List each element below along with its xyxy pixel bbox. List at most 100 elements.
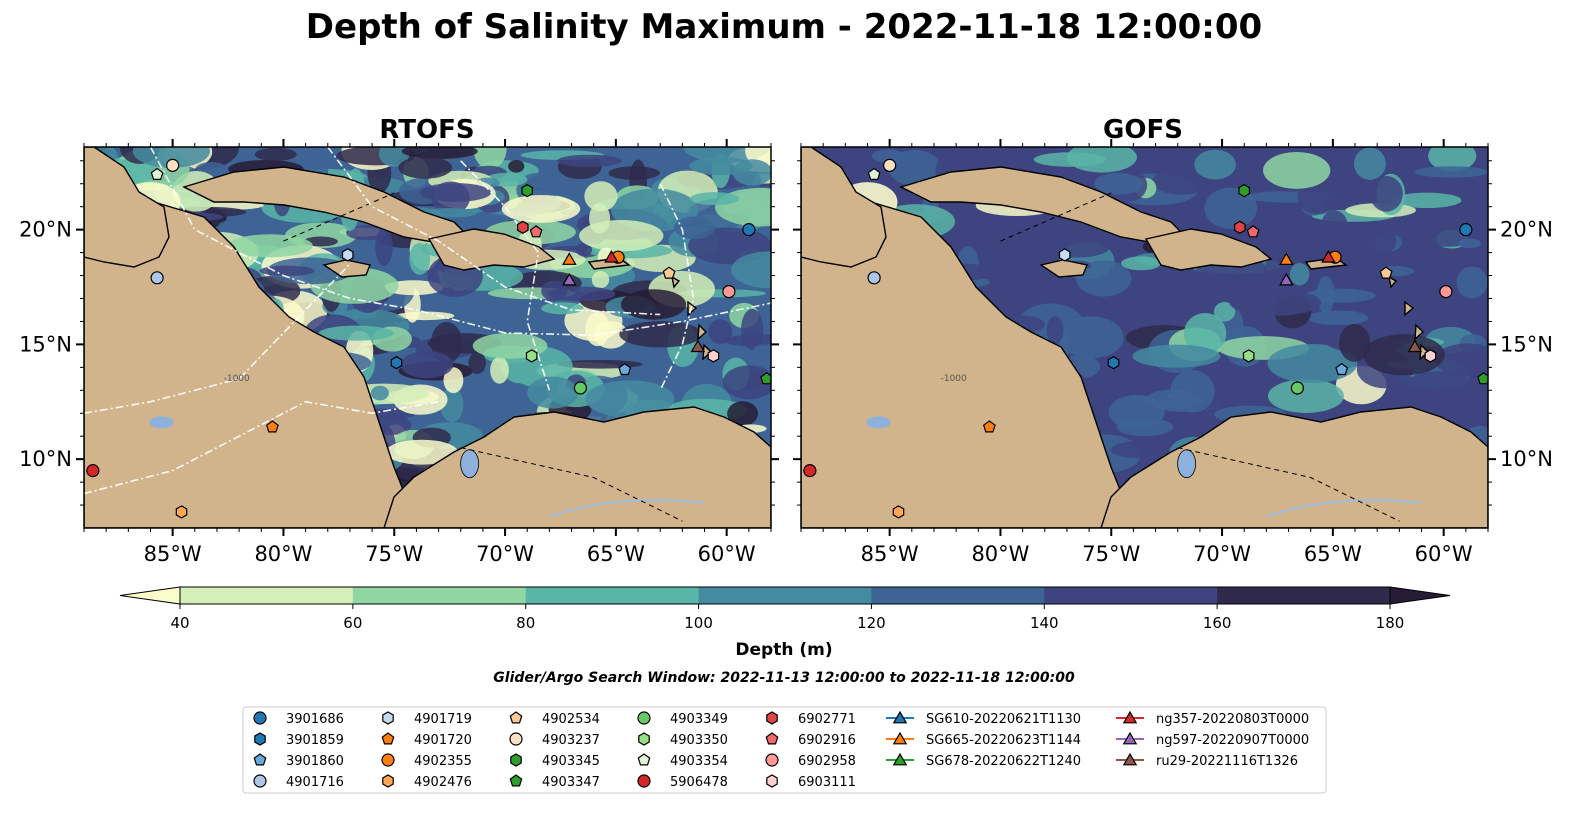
marker-4903354	[150, 167, 164, 180]
marker-ru29-20221116T1326	[1407, 339, 1423, 353]
field-patch	[1204, 187, 1257, 229]
contour-label: -1000	[941, 374, 967, 384]
marker-6903111	[707, 349, 720, 363]
legend: 3901686 3901859 3901860 4901716 4901719 49017…	[253, 710, 1309, 790]
field-patch	[1321, 210, 1348, 240]
field-patch	[383, 280, 444, 296]
lon-tick-label: 85°W	[144, 542, 202, 566]
track-line	[327, 147, 661, 316]
field-patch	[1110, 441, 1168, 459]
field-patch	[1392, 192, 1462, 209]
field-patch	[1267, 379, 1345, 413]
figure-title: Depth of Salinity Maximum - 2022-11-18 1…	[306, 7, 1262, 47]
border-line	[1000, 192, 1400, 522]
marker-4903354	[867, 167, 881, 180]
field-patch	[227, 234, 313, 258]
marker-6902771	[516, 220, 529, 234]
legend-marker	[253, 753, 267, 766]
field-patch	[1058, 316, 1124, 359]
field-patch	[378, 147, 410, 167]
lake-nicaragua	[149, 416, 174, 429]
track-line	[460, 160, 551, 391]
marker-4903345	[1238, 183, 1251, 198]
field-patch	[1145, 389, 1202, 410]
lat-tick-label: 15°N	[19, 332, 72, 356]
legend-marker	[766, 711, 778, 725]
marker-4903350	[525, 349, 538, 363]
colorbar-frame	[179, 586, 1391, 605]
marker-4901719	[1058, 248, 1071, 262]
field-patch	[346, 225, 388, 241]
field-patch	[673, 216, 716, 240]
field-patch	[1356, 253, 1388, 296]
field-patch	[254, 147, 297, 162]
field-patch	[1414, 166, 1488, 178]
legend-marker	[765, 732, 779, 745]
field-patch	[689, 192, 740, 206]
field-patch	[443, 367, 464, 394]
legend-marker	[381, 732, 395, 745]
lat-tick-label: 10°N	[19, 447, 72, 471]
field-patch	[1229, 289, 1322, 316]
marker-4901716	[150, 271, 164, 285]
marker-6902958	[1439, 284, 1453, 299]
field-patch	[1001, 154, 1029, 165]
colorbar-segment	[180, 587, 354, 604]
marker-3901860	[1335, 362, 1349, 376]
lon-tick-label: 75°W	[365, 542, 423, 566]
field-patch	[620, 289, 687, 320]
field-patch	[1353, 147, 1386, 180]
colorbar-tick-label: 140	[1030, 614, 1059, 632]
panel-title-rtofs: RTOFS	[379, 115, 474, 145]
legend-frame	[242, 706, 1327, 794]
legend-marker	[254, 732, 266, 746]
field-patch	[754, 344, 771, 353]
field-patch	[401, 147, 478, 159]
marker-5906478	[86, 464, 100, 478]
legend-label: 4902534	[542, 712, 600, 727]
marker-4903349	[1290, 381, 1305, 395]
field-patch	[585, 311, 610, 347]
marker-4901720	[265, 420, 279, 433]
field-patch	[1066, 147, 1137, 173]
legend-marker	[637, 753, 651, 766]
legend-marker	[1122, 710, 1138, 724]
field-patch	[132, 147, 210, 168]
colorbar-segment	[1217, 587, 1391, 604]
lon-tick-label: 65°W	[587, 542, 645, 566]
field-patch	[1343, 223, 1397, 259]
legend-label: 6903111	[798, 775, 856, 790]
marker-6902771	[1233, 220, 1246, 234]
legend-label: 4901719	[414, 712, 472, 727]
marker-6902958	[722, 284, 736, 299]
river	[549, 499, 705, 518]
legend-label: SG678-20220622T1240	[926, 754, 1081, 769]
legend-marker	[638, 732, 650, 746]
field-patch	[722, 365, 771, 400]
field-patch	[1121, 256, 1161, 271]
colorbar-segment	[525, 587, 700, 604]
field-patch	[1363, 334, 1445, 376]
map-frame	[800, 146, 1489, 529]
field-patch	[421, 207, 478, 218]
marker-4901716	[867, 271, 881, 285]
legend-marker	[509, 774, 523, 787]
lon-tick-label: 80°W	[254, 542, 312, 566]
field-patch	[1151, 168, 1213, 195]
legend-marker	[892, 710, 908, 724]
field-patch	[1213, 302, 1236, 322]
colorbar-extend-high	[1389, 586, 1451, 605]
field-patch	[557, 154, 622, 167]
colorbar-tick-label: 80	[516, 614, 535, 632]
field-patch	[619, 321, 703, 348]
field-patch	[575, 242, 593, 257]
legend-label: 5906478	[670, 775, 728, 790]
field-patch	[1458, 238, 1481, 249]
marker-4902476	[175, 505, 188, 519]
field-patch	[468, 351, 486, 374]
field-patch	[218, 217, 289, 234]
legend-marker	[509, 711, 523, 724]
field-patch	[473, 147, 507, 170]
colorbar: 40 60 80 100 120 140 160 180	[119, 586, 1451, 632]
